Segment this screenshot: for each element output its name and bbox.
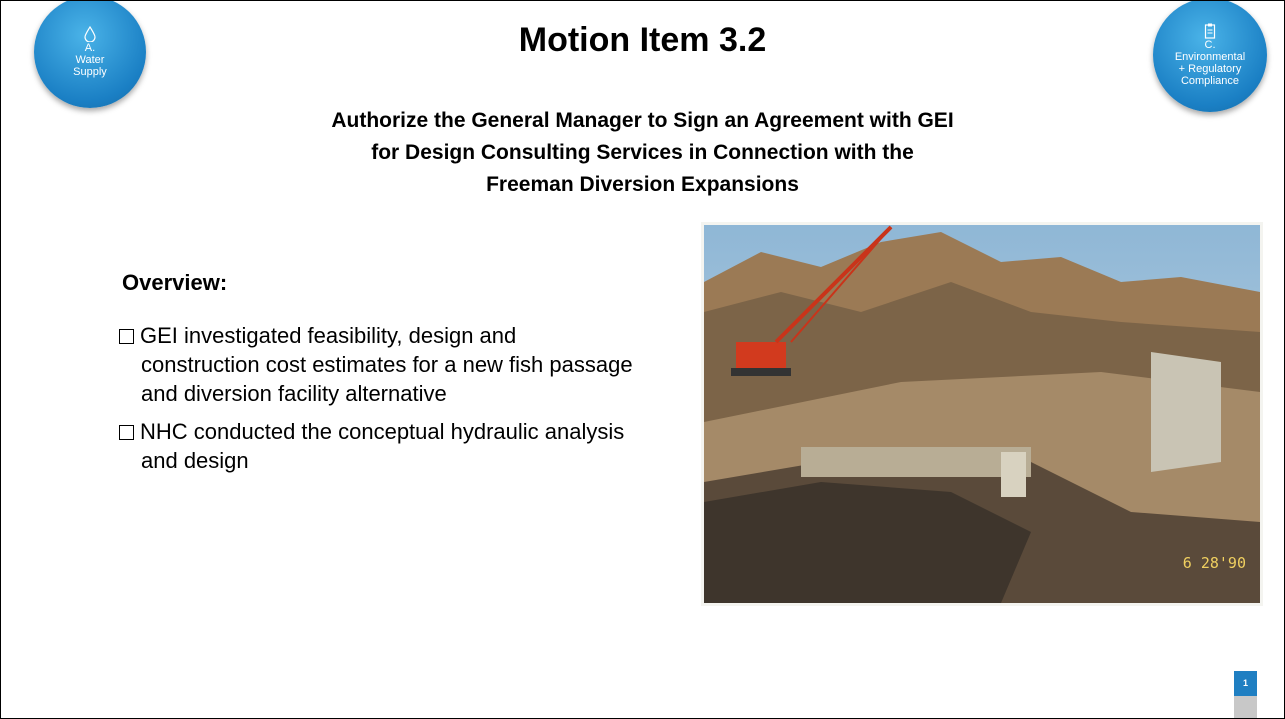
bullet-list: GEI investigated feasibility, design and… — [119, 321, 639, 484]
checkbox-icon — [119, 329, 134, 344]
date-stamp: 6 28'90 — [1183, 554, 1246, 572]
subtitle-line: Authorize the General Manager to Sign an… — [1, 105, 1284, 137]
overview-heading: Overview: — [122, 270, 227, 296]
title: Motion Item 3.2 — [1, 21, 1284, 60]
photo: 6 28'90 — [701, 222, 1263, 606]
subtitle-line: Freeman Diversion Expansions — [1, 169, 1284, 201]
slide: A. Water Supply C. Environmental + Regul… — [0, 0, 1285, 719]
bullet: NHC conducted the conceptual hydraulic a… — [119, 417, 639, 475]
bullet-text: NHC conducted the conceptual hydraulic a… — [140, 419, 624, 473]
checkbox-icon — [119, 425, 134, 440]
bullet-text: GEI investigated feasibility, design and… — [140, 323, 633, 406]
subtitle: Authorize the General Manager to Sign an… — [1, 105, 1284, 201]
badge-line: Compliance — [1181, 75, 1239, 87]
bullet: GEI investigated feasibility, design and… — [119, 321, 639, 408]
subtitle-line: for Design Consulting Services in Connec… — [1, 137, 1284, 169]
page-number: 1 — [1234, 671, 1257, 696]
badge-line: Supply — [73, 66, 107, 78]
badge-line: + Regulatory — [1179, 63, 1242, 75]
page-tab — [1234, 696, 1257, 718]
